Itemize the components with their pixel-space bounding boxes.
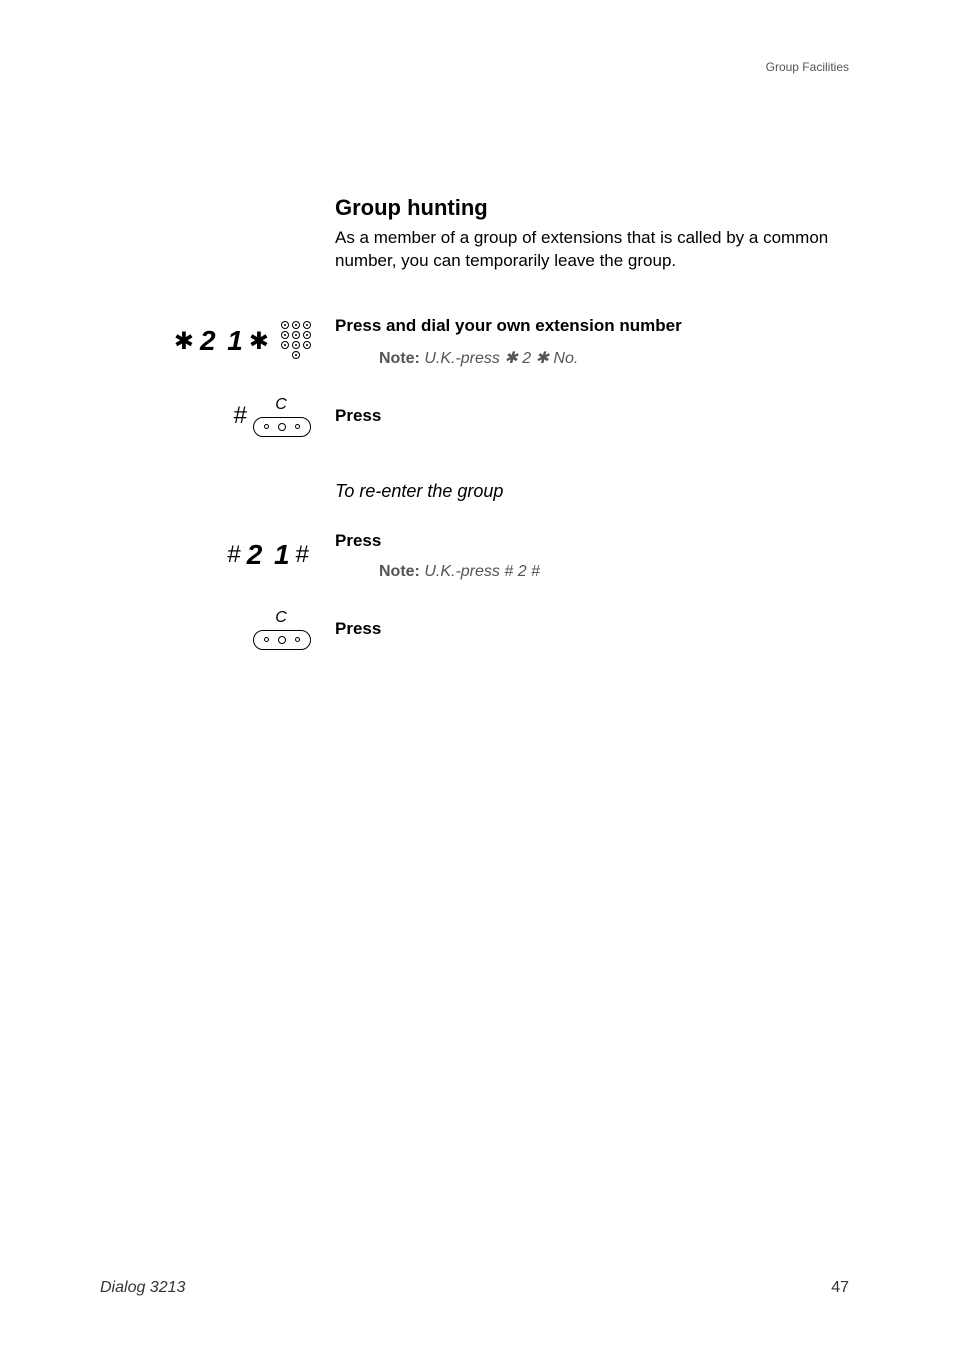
section-intro: As a member of a group of extensions tha… <box>335 227 849 273</box>
code-hash-clear: # C <box>234 396 311 437</box>
hash-icon: # <box>234 402 249 430</box>
header-label: Group Facilities <box>766 60 849 74</box>
step1-note: Note: U.K.-press ✱ 2 ✱ No. <box>379 348 849 368</box>
star-icon: ✱ <box>174 327 196 356</box>
footer-page: 47 <box>831 1279 849 1297</box>
star-icon: ✱ <box>249 327 271 356</box>
section-title: Group hunting <box>335 195 849 221</box>
step2-label: Press <box>335 405 849 428</box>
hash-icon: # <box>296 541 311 569</box>
code-star21star: ✱ 2 1 ✱ <box>174 321 311 361</box>
keypad-icon <box>281 321 311 361</box>
code-clear: C <box>253 609 311 650</box>
subheading: To re-enter the group <box>335 481 849 502</box>
footer-model: Dialog 3213 <box>100 1279 185 1297</box>
clear-button-icon: C <box>253 396 311 437</box>
step1-label: Press and dial your own extension number <box>335 315 849 338</box>
step4-label: Press <box>335 618 849 641</box>
clear-button-icon: C <box>253 609 311 650</box>
code-hash21hash: # 2 1 # <box>227 539 311 571</box>
hash-icon: # <box>227 541 242 569</box>
step3-note: Note: U.K.-press # 2 # <box>379 563 849 581</box>
step3-label: Press <box>335 530 849 553</box>
